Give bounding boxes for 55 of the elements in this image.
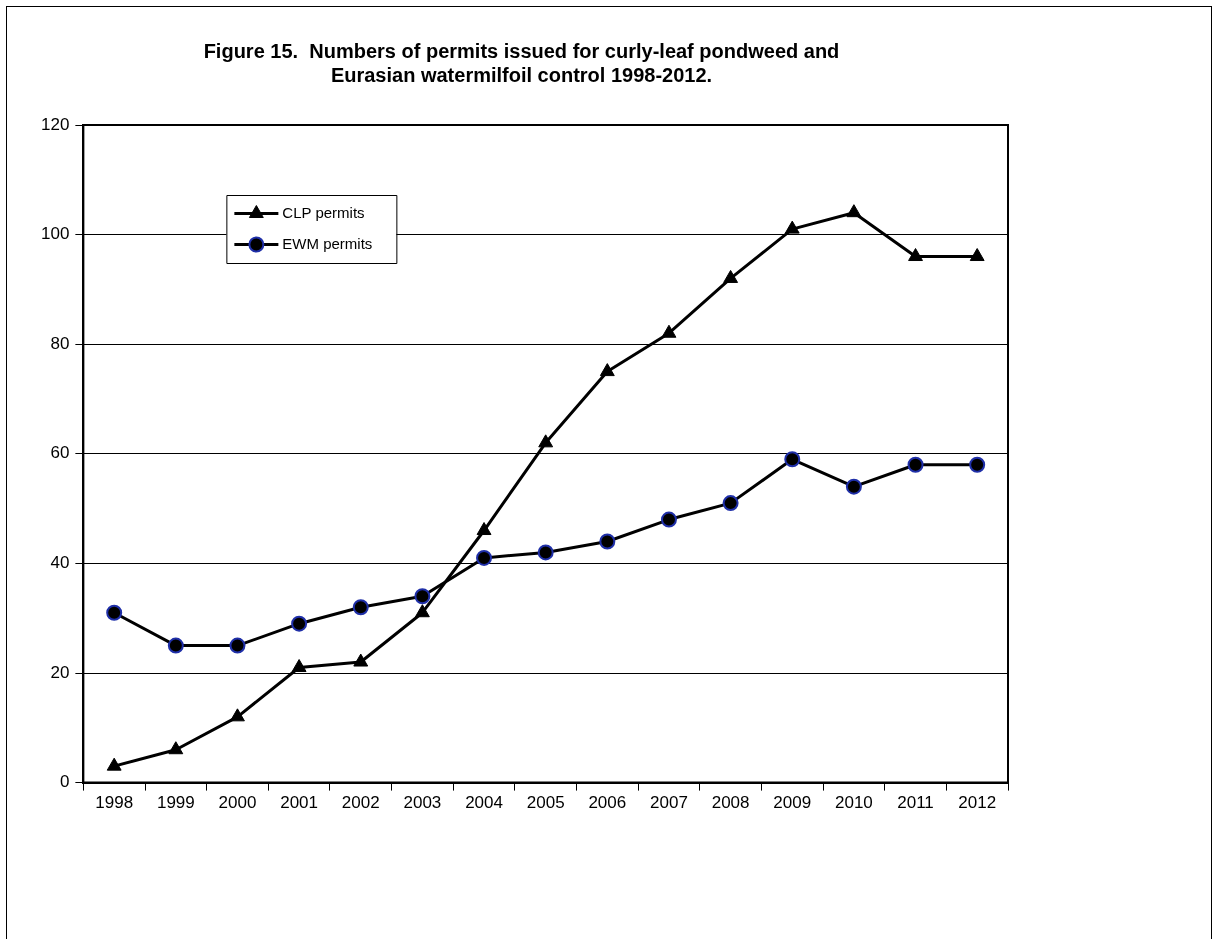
x-tick-label: 1999 — [156, 793, 195, 813]
y-tick-label: 60 — [50, 443, 70, 463]
x-tick-label: 2006 — [588, 793, 627, 813]
point — [476, 522, 492, 536]
point — [353, 653, 369, 667]
y-tick-label: 0 — [59, 772, 70, 792]
point — [291, 659, 307, 673]
x-tick-label: 1998 — [95, 793, 134, 813]
point — [291, 615, 308, 632]
point — [167, 637, 184, 654]
x-tick-label: 2002 — [341, 793, 380, 813]
point — [723, 269, 739, 283]
y-tick-label: 80 — [50, 333, 70, 353]
x-tick-label: 2004 — [465, 793, 503, 813]
point — [908, 248, 923, 262]
point — [599, 533, 616, 550]
point — [969, 248, 985, 262]
point — [538, 434, 554, 448]
point — [969, 456, 986, 473]
point — [537, 544, 554, 561]
x-tick-label: 2005 — [526, 793, 565, 813]
y-tick-label: 100 — [40, 224, 70, 244]
x-tick-label: 2003 — [403, 793, 442, 813]
point — [660, 511, 677, 528]
y-tick-label: 40 — [50, 553, 70, 573]
chart-title: Figure 15. Numbers of permits issued for curly-leaf pondweed and Eurasian watermilfoil control 1998-2012. — [203, 39, 840, 86]
x-tick-label: 2008 — [711, 793, 750, 813]
point — [845, 478, 862, 495]
point — [476, 549, 493, 566]
point — [907, 456, 924, 473]
point — [168, 741, 184, 755]
x-tick-label: 2010 — [834, 793, 873, 813]
x-tick-label: 2000 — [218, 793, 257, 813]
point — [599, 363, 615, 377]
x-tick-label: 2011 — [897, 793, 934, 813]
point — [352, 599, 369, 616]
point — [229, 637, 246, 654]
point — [784, 451, 801, 468]
point — [846, 204, 862, 218]
point — [722, 495, 739, 512]
x-tick-label: 2012 — [958, 793, 997, 813]
point — [106, 604, 123, 621]
point — [414, 588, 431, 605]
y-tick-label: 20 — [50, 662, 70, 682]
point — [414, 604, 430, 618]
legend-label: CLP permits — [282, 203, 365, 221]
point — [661, 324, 677, 338]
point — [230, 708, 245, 722]
x-tick-label: 2001 — [280, 793, 319, 813]
legend-label: EWM permits — [282, 234, 373, 252]
x-tick-label: 2009 — [773, 793, 812, 813]
point — [784, 220, 800, 234]
point — [106, 757, 122, 771]
x-tick-label: 2007 — [650, 793, 688, 813]
y-tick-label: 120 — [40, 114, 70, 134]
